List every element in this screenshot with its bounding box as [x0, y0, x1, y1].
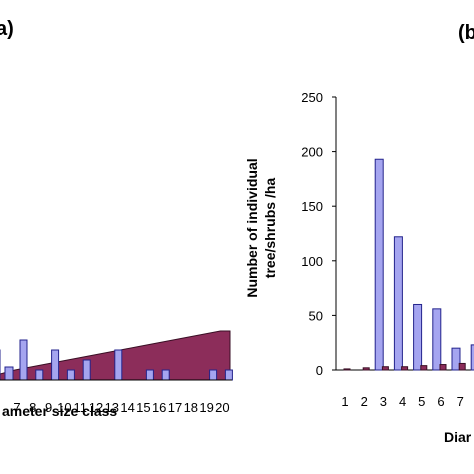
chart-a-x-tick-label: 10: [57, 400, 71, 415]
chart-a-x-tick-label: 13: [105, 400, 119, 415]
chart-a-bar-series1: [82, 359, 91, 381]
chart-b-bar-series2: [343, 368, 351, 371]
chart-a-x-tick-label: 8: [29, 400, 36, 415]
chart-a-x-tick-label: 15: [136, 400, 150, 415]
panel-b-label: (b: [458, 22, 474, 44]
chart-a-bar-series1: [209, 369, 218, 381]
chart-b-bar-series1: [393, 236, 403, 371]
chart-a-x-tick-label: 12: [89, 400, 103, 415]
chart-a-x-tick-label: 14: [120, 400, 134, 415]
chart-a-x-axis-label: ameter size class: [2, 403, 117, 419]
chart-a-x-tick-label: 20: [215, 400, 229, 415]
chart-b-y-tick-labels: 0 50 100 150 200 250: [301, 90, 336, 378]
chart-a-bar-series1: [19, 339, 28, 381]
chart-b-bar-series1: [413, 303, 423, 371]
chart-b-x-tick-labels: 12345678: [341, 394, 464, 409]
chart-a: 7 8 9 10 11 12 13 14 15 16 17 18 19 20 ameter size cl…: [0, 330, 233, 419]
chart-b-y-tick-label: 200: [301, 145, 323, 160]
chart-b-bars: [343, 158, 474, 371]
chart-a-x-tick-label: 19: [199, 400, 213, 415]
chart-b-bar-series2: [381, 366, 389, 371]
chart-a-x-tick-labels: 7 8 9 10 11 12 13 14 15 16 17 18 19 20: [13, 400, 229, 415]
chart-b-bar-series2: [401, 366, 409, 371]
chart-b-y-tick-label: 100: [301, 254, 323, 269]
chart-b-x-axis-label: Diar: [444, 429, 472, 445]
chart-b-y-tick-label: 0: [316, 363, 323, 378]
chart-b-bar-series1: [374, 158, 384, 371]
chart-a-bar-series1: [66, 369, 75, 381]
chart-a-bar-series1: [114, 349, 123, 381]
chart-b-bar-series1: [432, 308, 442, 371]
chart-a-bar-series1: [51, 349, 60, 381]
chart-a-bar-cropped: [4, 366, 14, 381]
chart-b-bar-series1: [451, 347, 461, 371]
chart-b-y-tick-label: 50: [309, 308, 323, 323]
chart-a-x-tick-label: 18: [184, 400, 198, 415]
chart-a-bar-series1: [145, 369, 154, 381]
chart-b-x-tick-label: 1: [341, 394, 348, 409]
chart-b-bar-series2: [362, 367, 370, 371]
chart-b-y-tick-label: 150: [301, 199, 323, 214]
chart-b-x-tick-label: 2: [361, 394, 368, 409]
chart-a-bar-series1: [224, 369, 233, 381]
chart-a-bar-series1: [35, 369, 44, 381]
chart-a-x-tick-label: 17: [168, 400, 182, 415]
chart-a-x-tick-label: 16: [152, 400, 166, 415]
chart-b-y-tick-label: 250: [301, 90, 323, 105]
chart-a-bar-series1: [161, 369, 170, 381]
chart-b: 0 50 100 150 200 250 12345678 Number of indiv…: [244, 90, 474, 445]
chart-b-bar-series2: [420, 365, 428, 371]
chart-b-x-tick-label: 6: [437, 394, 444, 409]
chart-b-bar-series2: [439, 364, 447, 371]
chart-b-bar-series2: [458, 362, 466, 371]
panel-a-label: a): [0, 18, 14, 40]
chart-a-x-tick-label: 9: [45, 400, 52, 415]
chart-b-x-tick-label: 5: [418, 394, 425, 409]
chart-b-x-tick-label: 7: [457, 394, 464, 409]
chart-a-bars: [0, 330, 233, 381]
chart-a-x-tick-label: 7: [13, 400, 20, 415]
chart-b-x-tick-label: 3: [380, 394, 387, 409]
chart-b-y-axis-label-line1: Number of individual: [244, 158, 260, 297]
chart-b-x-tick-label: 4: [399, 394, 406, 409]
chart-b-bar-series1: [470, 344, 474, 371]
chart-b-y-axis-label-line2: tree/shrubs /ha: [262, 178, 278, 279]
chart-a-x-tick-label: 11: [73, 400, 87, 415]
